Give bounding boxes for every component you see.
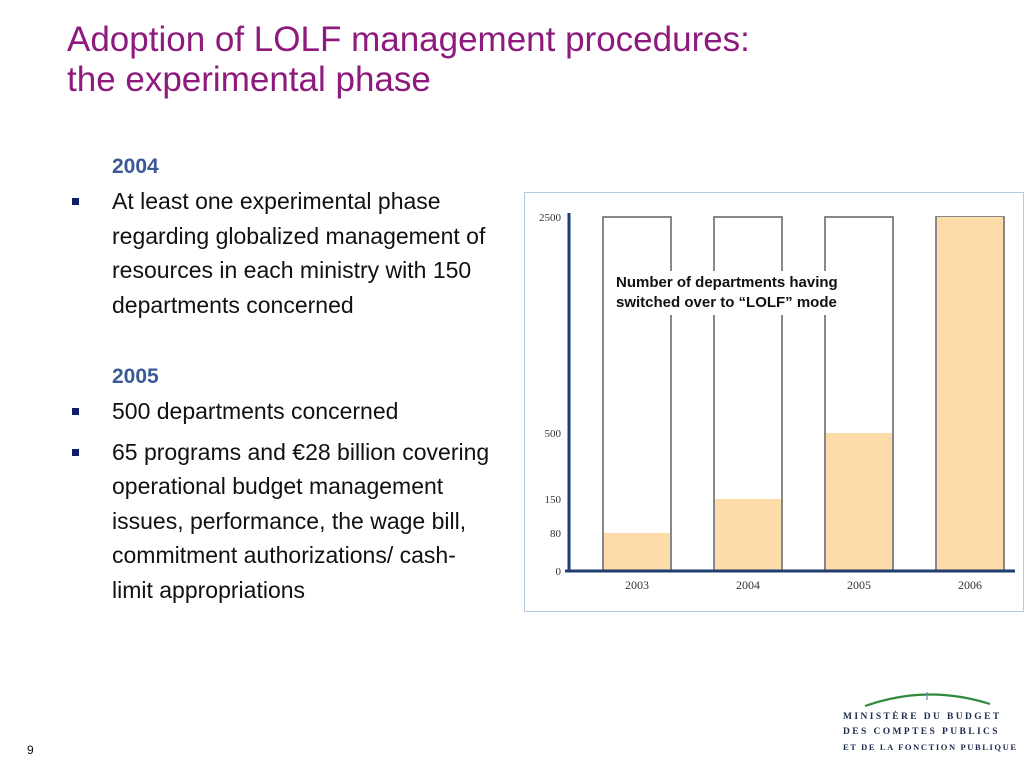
y-tick-label: 2500 bbox=[539, 212, 562, 224]
page-number: 9 bbox=[27, 743, 34, 757]
bullet-item: At least one experimental phase regardin… bbox=[70, 184, 490, 322]
logo-line-1: MINISTÈRE DU BUDGET bbox=[843, 712, 1002, 722]
logo-arc-icon bbox=[864, 692, 991, 708]
y-tick-label: 150 bbox=[545, 494, 562, 506]
square-bullet-icon bbox=[72, 198, 79, 205]
y-tick-label: 80 bbox=[550, 528, 562, 540]
x-tick-label: 2006 bbox=[958, 578, 982, 592]
ministry-logo: MINISTÈRE DU BUDGET DES COMPTES PUBLICS … bbox=[835, 688, 1018, 758]
x-tick-label: 2003 bbox=[625, 578, 649, 592]
bar bbox=[937, 217, 1003, 571]
title-line-2: the experimental phase bbox=[67, 60, 431, 99]
bar bbox=[826, 433, 892, 571]
logo-line-2: DES COMPTES PUBLICS bbox=[843, 727, 1000, 737]
bullet-item: 65 programs and €28 billion covering ope… bbox=[70, 435, 490, 608]
logo-line-3: ET DE LA FONCTION PUBLIQUE bbox=[843, 742, 1018, 752]
bullet-text: 500 departments concerned bbox=[112, 398, 399, 424]
bullet-text: At least one experimental phase regardin… bbox=[112, 188, 486, 318]
y-tick-label: 0 bbox=[556, 566, 562, 578]
bullet-list-2004: At least one experimental phase regardin… bbox=[70, 184, 490, 322]
square-bullet-icon bbox=[72, 408, 79, 415]
bullet-item: 500 departments concerned bbox=[70, 394, 490, 429]
bar bbox=[604, 533, 670, 571]
bullet-text: 65 programs and €28 billion covering ope… bbox=[112, 438, 490, 603]
title-line-1: Adoption of LOLF management procedures: bbox=[67, 20, 750, 59]
x-tick-label: 2005 bbox=[847, 578, 871, 592]
year-heading-2004: 2004 bbox=[112, 155, 159, 178]
bullet-list-2005: 500 departments concerned 65 programs an… bbox=[70, 394, 490, 607]
square-bullet-icon bbox=[72, 448, 79, 456]
chart-annotation: Number of departments having switched ov… bbox=[613, 271, 849, 315]
slide-title: Adoption of LOLF management procedures: … bbox=[67, 20, 967, 100]
y-tick-label: 500 bbox=[545, 428, 562, 440]
x-tick-label: 2004 bbox=[736, 578, 760, 592]
chart-canvas: 2003 2004 2005 2006 0 80 150 500 2500 bbox=[539, 212, 1015, 592]
year-heading-2005: 2005 bbox=[112, 365, 159, 388]
bar bbox=[715, 499, 781, 571]
bar-chart: 2003 2004 2005 2006 0 80 150 500 2500 Number of … bbox=[524, 192, 1024, 612]
content-text: 2004 At least one experimental phase reg… bbox=[70, 150, 490, 613]
